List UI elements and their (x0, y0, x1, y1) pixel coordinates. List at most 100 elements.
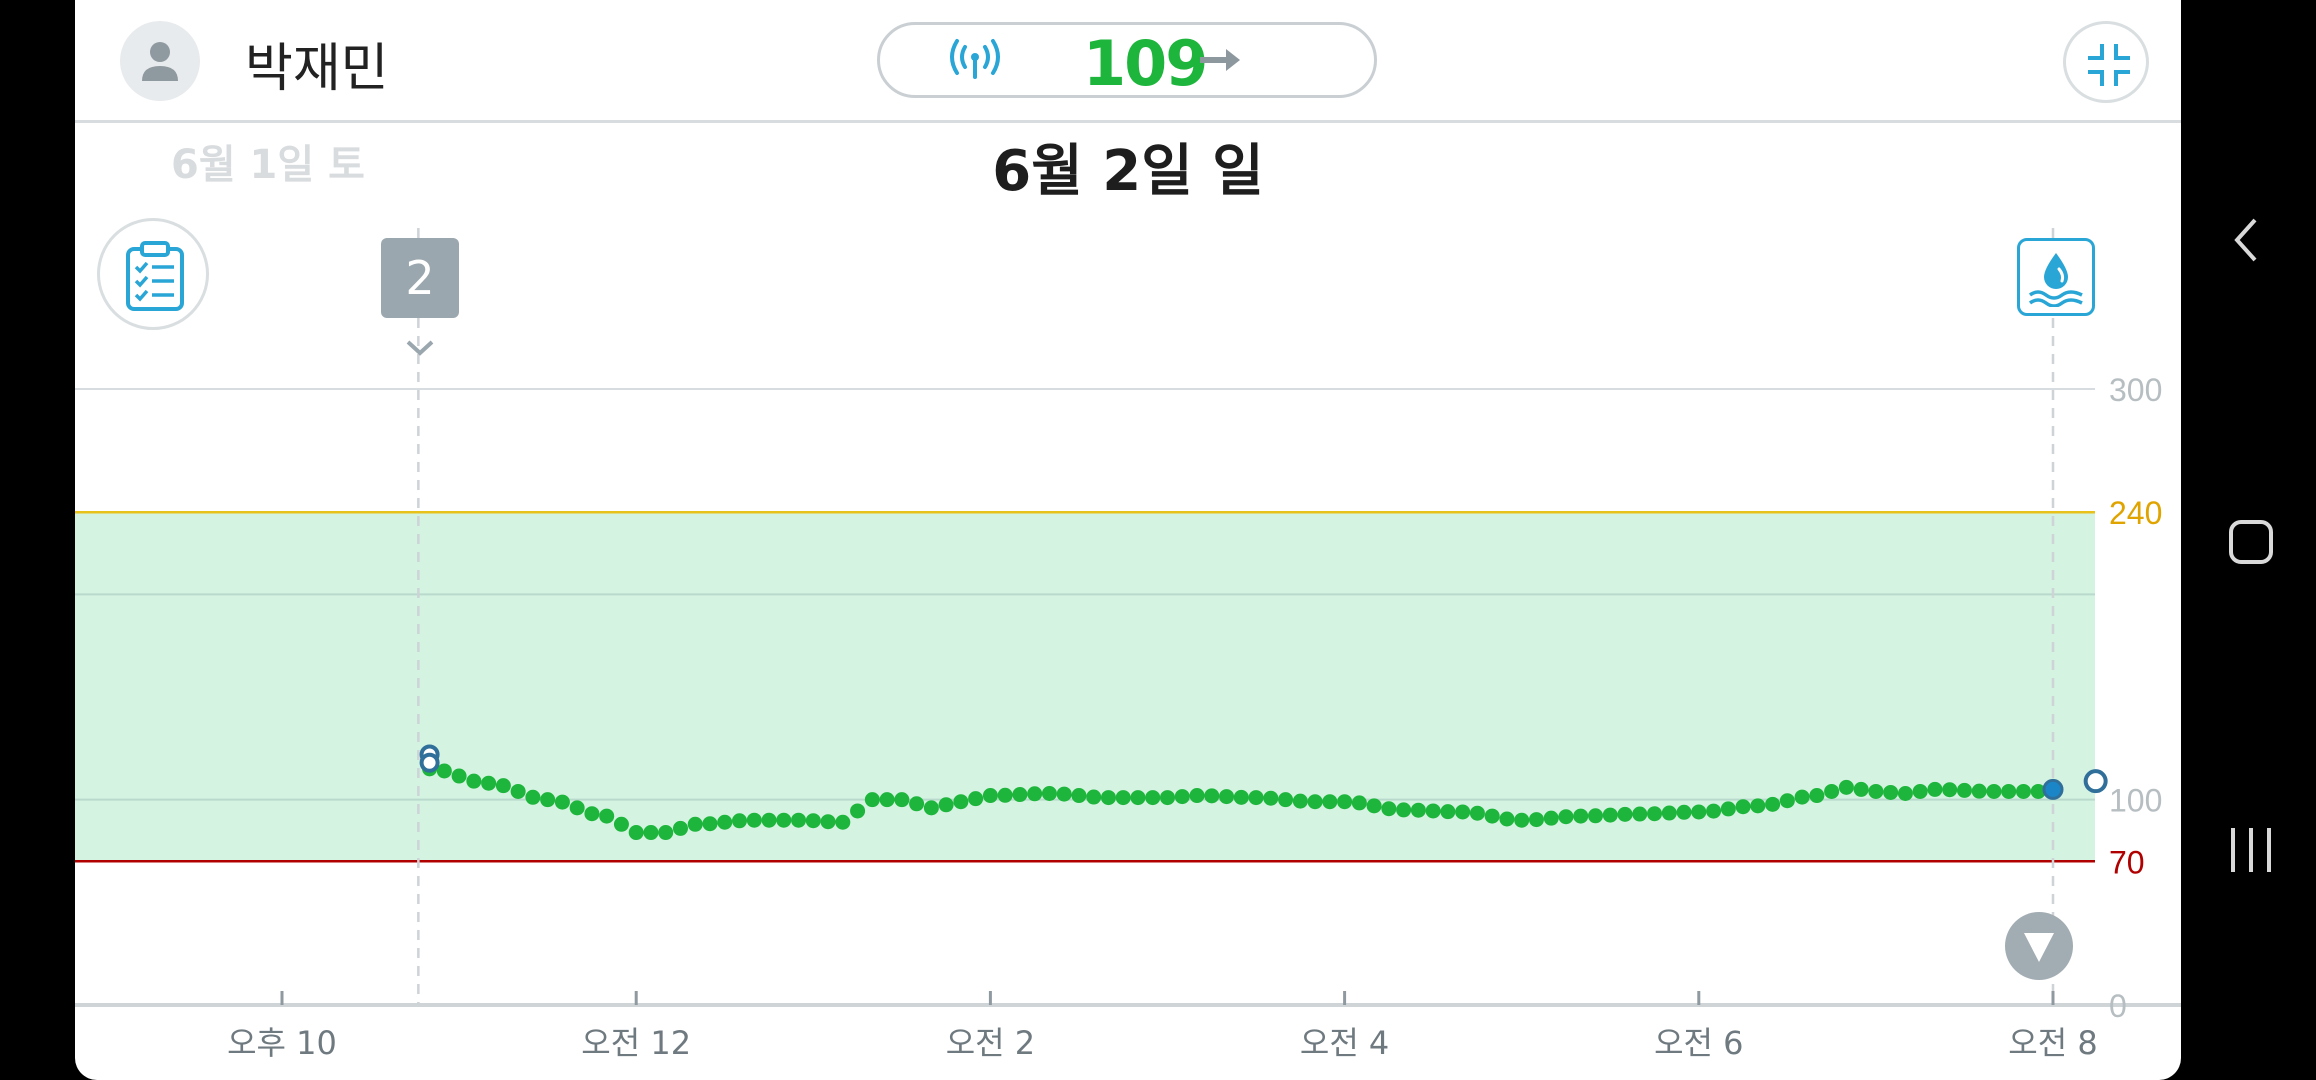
current-glucose-value: 109 (1083, 27, 1208, 100)
chevron-down-icon (2024, 933, 2054, 962)
x-tick-label: 오후 10 (227, 1024, 337, 1062)
recents-icon (2231, 828, 2271, 872)
glucose-reading-dot (584, 806, 600, 822)
target-range-band (75, 512, 2095, 862)
glucose-reading-dot (1469, 805, 1485, 821)
glucose-reading-dot (835, 814, 851, 830)
glucose-reading-dot (776, 812, 792, 828)
glucose-reading-dot (1779, 793, 1795, 809)
user-name: 박재민 (245, 39, 389, 99)
glucose-reading-dot (1794, 789, 1810, 805)
glucose-reading-dot (1883, 784, 1899, 800)
glucose-reading-dot (1204, 788, 1220, 804)
glucose-reading-dot (1130, 790, 1146, 806)
glucose-reading-dot (850, 803, 866, 819)
glucose-reading-dot (909, 796, 925, 812)
back-button[interactable] (2181, 180, 2316, 300)
event-marker-flag[interactable]: 2 (381, 238, 459, 318)
glucose-reading-dot (1160, 790, 1175, 806)
x-tick-label: 오전 8 (2008, 1024, 2097, 1062)
glucose-reading-dot (525, 789, 541, 805)
glucose-reading-dot (1617, 806, 1633, 822)
arrow-right-icon (1200, 49, 1240, 71)
glucose-reading-dot (1071, 788, 1087, 804)
glucose-reading-dot (1661, 805, 1677, 821)
glucose-reading-dot (1986, 783, 2002, 799)
glucose-reading-dot (1396, 802, 1412, 818)
y-tick-label: 240 (2109, 495, 2162, 531)
current-glucose-pill[interactable]: 109 (877, 22, 1377, 100)
glucose-reading-dot (2015, 783, 2031, 799)
glucose-reading-dot (569, 800, 585, 816)
glucose-reading-dot (1219, 789, 1235, 805)
glucose-reading-dot (1750, 798, 1766, 814)
collapse-icon (2088, 44, 2130, 86)
glucose-reading-dot (451, 768, 467, 784)
glucose-reading-dot (1543, 810, 1559, 826)
recents-button[interactable] (2181, 790, 2316, 910)
glucose-reading-dot (791, 812, 807, 828)
blood-glucose-button[interactable] (2017, 238, 2095, 316)
glucose-reading-dot (658, 825, 674, 841)
glucose-reading-dot (628, 825, 644, 841)
logbook-button[interactable] (97, 218, 209, 330)
current-date-label: 6월 2일 일 (992, 139, 1264, 204)
glucose-reading-dot (1942, 782, 1958, 798)
glucose-reading-dot (732, 813, 748, 829)
blood-drop-icon (2028, 253, 2083, 307)
y-tick-label: 0 (2109, 988, 2127, 1024)
x-tick-label: 오전 2 (946, 1024, 1035, 1062)
glucose-reading-dot (1086, 789, 1102, 805)
x-tick-label: 오전 4 (1300, 1024, 1389, 1062)
glucose-reading-dot (761, 812, 777, 828)
top-bar: 박재민 109 (75, 0, 2181, 123)
glucose-reading-dot (1676, 804, 1692, 820)
glucose-reading-dot (1720, 801, 1736, 817)
back-icon (2234, 218, 2257, 262)
glucose-reading-dot (1440, 804, 1456, 820)
glucose-reading-dot (702, 816, 718, 832)
glucose-reading-dot (805, 813, 821, 829)
glucose-reading-dot (1824, 783, 1840, 799)
glucose-reading-dot (1012, 787, 1028, 803)
glucose-reading-dot (864, 792, 880, 808)
glucose-reading-dot (1455, 804, 1471, 820)
glucose-reading-dot (1647, 806, 1663, 822)
glucose-reading-dot (1263, 790, 1279, 806)
glucose-reading-dot (1322, 794, 1338, 810)
glucose-reading-dot (1278, 792, 1294, 808)
glucose-reading-dot (1307, 794, 1323, 810)
glucose-reading-dot (1115, 790, 1131, 806)
glucose-reading-dot (1337, 794, 1353, 810)
current-reading-marker (2042, 778, 2064, 800)
glucose-reading-dot (1912, 783, 1928, 799)
clipboard-checklist-icon (126, 241, 184, 311)
glucose-reading-dot (1735, 799, 1751, 815)
chevron-down-icon (406, 340, 434, 356)
home-button[interactable] (2181, 482, 2316, 602)
glucose-reading-dot (746, 812, 762, 828)
glucose-reading-dot (1573, 808, 1589, 824)
scroll-to-latest-button[interactable] (2005, 912, 2073, 980)
y-tick-label: 70 (2109, 844, 2145, 880)
glucose-reading-dot (643, 825, 659, 841)
glucose-reading-dot (1484, 808, 1500, 824)
glucose-reading-dot (1632, 806, 1648, 822)
glucose-reading-dot (1041, 786, 1057, 802)
glucose-reading-dot (613, 816, 629, 832)
glucose-reading-dot (1691, 804, 1707, 820)
glucose-reading-dot (1706, 803, 1722, 819)
collapse-button[interactable] (2063, 21, 2149, 103)
glucose-reading-dot (1853, 781, 1869, 797)
glucose-reading-dot (997, 787, 1013, 803)
glucose-chart[interactable]: 300 240 100 70 0 오후 10 오전 12 오전 2 오전 4 오전 6 오전 8 (75, 0, 2181, 1080)
glucose-reading-dot (1971, 783, 1987, 799)
glucose-reading-dot (1956, 782, 1972, 798)
glucose-reading-dot (466, 773, 482, 789)
avatar[interactable] (120, 21, 200, 101)
glucose-reading-dot (495, 778, 511, 794)
previous-date-label[interactable]: 6월 1일 토 (171, 142, 365, 188)
glucose-reading-dot (1174, 789, 1190, 805)
x-tick-label: 오전 12 (581, 1024, 691, 1062)
glucose-reading-dot (1528, 812, 1544, 828)
